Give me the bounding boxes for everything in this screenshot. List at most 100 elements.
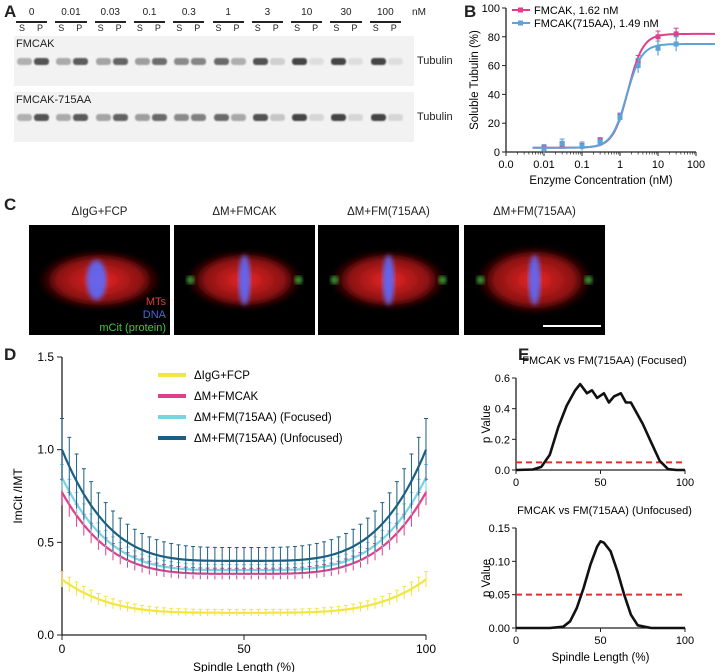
band-pellet bbox=[387, 58, 403, 65]
tubulin-label: Tubulin bbox=[417, 55, 453, 67]
x-tick-label: 100 bbox=[687, 159, 705, 171]
band-supernatant bbox=[370, 114, 386, 121]
panel-label-e: E bbox=[518, 345, 530, 364]
concentration-label: 10 bbox=[301, 7, 313, 18]
legend-label: ΔM+FM(715AA) (Unfocused) bbox=[194, 433, 343, 445]
chart-title: FMCAK vs FM(715AA) (Focused) bbox=[522, 355, 686, 367]
band-supernatant bbox=[95, 58, 111, 65]
panel-label-c: C bbox=[4, 195, 17, 214]
pellet-label: P bbox=[312, 23, 319, 33]
pellet-label: P bbox=[154, 23, 161, 33]
band-pellet bbox=[269, 58, 285, 65]
band-supernatant bbox=[56, 114, 72, 121]
supernatant-label: S bbox=[372, 23, 379, 33]
pole-signal bbox=[438, 276, 447, 284]
supernatant-label: S bbox=[333, 23, 340, 33]
band-supernatant bbox=[370, 58, 386, 65]
band-supernatant bbox=[17, 58, 32, 65]
concentration-label: 1 bbox=[225, 7, 231, 18]
panel-e-top-chart: FMCAK vs FM(715AA) (Focused) 0.0 0.2 0.4 0.6… bbox=[481, 355, 694, 489]
band-pellet bbox=[269, 114, 285, 121]
micrograph bbox=[174, 225, 315, 335]
band-pellet bbox=[191, 114, 207, 121]
x-tick-label: 100 bbox=[416, 642, 436, 656]
band-supernatant bbox=[252, 58, 268, 65]
x-tick-label: 0.0 bbox=[498, 159, 513, 171]
lane-group-bar bbox=[212, 21, 244, 23]
chromosomes-dna bbox=[382, 255, 395, 305]
data-point bbox=[579, 143, 585, 149]
band-pellet bbox=[309, 58, 325, 65]
y-tick-label: 1.5 bbox=[37, 350, 54, 364]
legend-label: FMCAK(715AA), 1.49 nM bbox=[534, 18, 659, 30]
y-tick-label: 0.05 bbox=[489, 590, 510, 602]
legend-label: FMCAK, 1.62 nM bbox=[534, 5, 618, 17]
supernatant-label: S bbox=[136, 23, 143, 33]
concentration-label: 0.1 bbox=[142, 7, 157, 18]
band-supernatant bbox=[17, 114, 32, 121]
band-pellet bbox=[151, 114, 167, 121]
pellet-label: P bbox=[76, 23, 83, 33]
fit-curve bbox=[532, 32, 715, 149]
supernatant-label: S bbox=[215, 23, 222, 33]
concentration-label: 0.03 bbox=[100, 7, 120, 18]
data-point bbox=[655, 45, 661, 51]
panel-label-a: A bbox=[4, 2, 17, 21]
micrograph-drawing bbox=[37, 250, 162, 310]
y-axis-label: Soluble Tubulin (%) bbox=[469, 30, 481, 130]
x-axis-label: Spindle Length (%) bbox=[552, 652, 650, 664]
data-point bbox=[673, 41, 679, 47]
supernatant-label: S bbox=[19, 23, 26, 33]
gel-image: FMCAK-715AA bbox=[14, 92, 414, 142]
y-tick-label: 0.4 bbox=[495, 404, 510, 416]
y-tick-label: 20 bbox=[488, 118, 500, 130]
data-point bbox=[673, 31, 679, 37]
concentration-label: 3 bbox=[264, 7, 271, 18]
legend-label: ΔM+FM(715AA) (Focused) bbox=[194, 412, 332, 424]
panel-b-chart: 0 20 40 60 80 100 0.0 0.01 0.1 1 10 100 Enzyme Conce… bbox=[469, 3, 715, 187]
y-axis-label: ImCit /IMT bbox=[11, 468, 25, 524]
panel-label-d: D bbox=[4, 345, 17, 364]
band-supernatant bbox=[252, 114, 268, 121]
lane-group-bar bbox=[173, 21, 205, 23]
band-pellet bbox=[112, 114, 128, 121]
x-tick-label: 100 bbox=[676, 477, 694, 489]
pole-signal bbox=[294, 276, 303, 284]
supernatant-label: S bbox=[176, 23, 183, 33]
data-point bbox=[597, 139, 603, 145]
band-supernatant bbox=[213, 58, 229, 65]
y-tick-label: 0.6 bbox=[495, 373, 510, 385]
x-tick-label: 0.1 bbox=[574, 159, 589, 171]
x-tick-label: 10 bbox=[652, 159, 664, 171]
pellet-label: P bbox=[351, 23, 358, 33]
x-axis-label: Spindle Length (%) bbox=[193, 660, 295, 672]
micrograph bbox=[464, 225, 605, 335]
x-tick-label: 0 bbox=[59, 642, 66, 656]
band-pellet bbox=[230, 114, 246, 121]
micrograph-drawing bbox=[330, 250, 447, 310]
concentration-label: 0 bbox=[28, 7, 35, 18]
x-tick-label: 0 bbox=[513, 477, 519, 489]
series-line bbox=[60, 449, 428, 562]
y-tick-label: 100 bbox=[482, 3, 500, 15]
band-supernatant bbox=[174, 58, 190, 65]
lane-group-bar bbox=[251, 21, 284, 23]
lane-group-bar bbox=[291, 21, 323, 23]
band-supernatant bbox=[56, 58, 72, 65]
x-tick-label: 1 bbox=[617, 159, 623, 171]
micrograph-title: ΔIgG+FCP bbox=[71, 206, 128, 218]
lane-group-bar bbox=[16, 21, 48, 23]
y-tick-label: 0.00 bbox=[489, 623, 510, 635]
pellet-label: P bbox=[115, 23, 122, 33]
channel-label: mCit (protein) bbox=[99, 322, 166, 334]
x-tick-label: 50 bbox=[237, 642, 251, 656]
pellet-label: P bbox=[272, 23, 279, 33]
gel-name-label: FMCAK bbox=[16, 38, 55, 50]
concentration-label: 30 bbox=[340, 7, 352, 18]
legend-label: ΔIgG+FCP bbox=[194, 370, 250, 382]
data-point bbox=[617, 114, 623, 120]
pole-signal bbox=[186, 276, 195, 284]
band-pellet bbox=[309, 114, 325, 121]
y-tick-label: 1.0 bbox=[37, 443, 54, 457]
concentration-label: 0.01 bbox=[61, 7, 81, 18]
